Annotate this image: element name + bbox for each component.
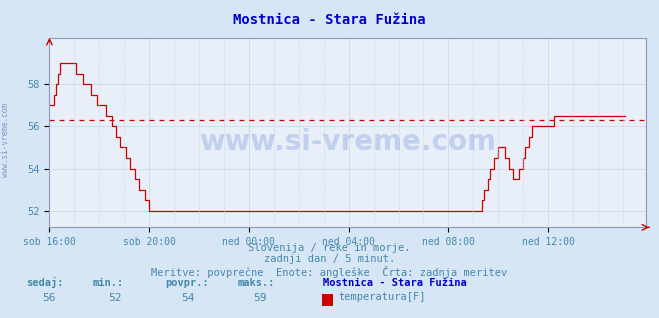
Text: maks.:: maks.: [237, 278, 275, 288]
Text: www.si-vreme.com: www.si-vreme.com [1, 103, 10, 177]
Text: 59: 59 [254, 293, 267, 302]
Text: Slovenija / reke in morje.: Slovenija / reke in morje. [248, 243, 411, 253]
Text: Mostnica - Stara Fužina: Mostnica - Stara Fužina [233, 13, 426, 27]
Text: sedaj:: sedaj: [26, 277, 64, 288]
Text: 56: 56 [43, 293, 56, 302]
Text: www.si-vreme.com: www.si-vreme.com [199, 128, 496, 156]
Text: povpr.:: povpr.: [165, 278, 208, 288]
Text: Meritve: povprečne  Enote: angleške  Črta: zadnja meritev: Meritve: povprečne Enote: angleške Črta:… [152, 266, 507, 278]
Text: zadnji dan / 5 minut.: zadnji dan / 5 minut. [264, 254, 395, 264]
Text: Mostnica - Stara Fužina: Mostnica - Stara Fužina [323, 278, 467, 288]
Text: 52: 52 [109, 293, 122, 302]
Text: temperatura[F]: temperatura[F] [338, 292, 426, 302]
Text: min.:: min.: [92, 278, 123, 288]
Text: 54: 54 [181, 293, 194, 302]
